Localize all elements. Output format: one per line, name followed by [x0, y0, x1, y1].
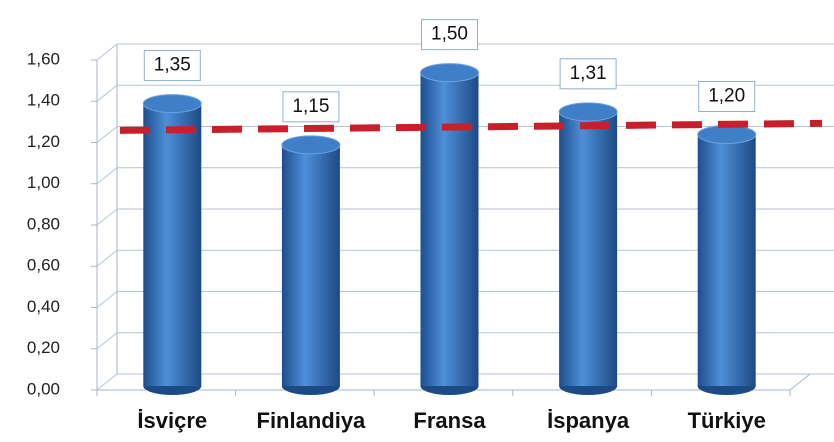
- x-tick-label: Türkiye: [688, 408, 766, 433]
- value-label-box: [698, 81, 756, 112]
- bar-top: [558, 102, 618, 122]
- bar-top: [142, 94, 202, 114]
- bar-body: [697, 134, 756, 386]
- x-tick-label: İsviçre: [137, 408, 207, 433]
- value-label: 1,15: [292, 96, 329, 117]
- bar-top: [281, 135, 341, 155]
- reference-line: [119, 119, 823, 134]
- value-label: 1,35: [154, 55, 191, 76]
- bar-body: [281, 144, 340, 386]
- y-tick-label: 1,40: [27, 91, 60, 110]
- bar: [142, 94, 202, 395]
- value-label-box: [559, 58, 617, 90]
- y-tick-label: 0,40: [27, 297, 60, 316]
- bar-body: [143, 103, 202, 386]
- y-tick-label: 1,20: [27, 132, 60, 151]
- value-label-box: [143, 50, 201, 82]
- bar-body: [559, 111, 618, 386]
- y-tick-label: 0,00: [27, 379, 60, 398]
- bar-top: [697, 125, 757, 144]
- x-tick-label: Finlandiya: [257, 408, 367, 433]
- bar-body: [420, 72, 479, 386]
- value-label-box: [421, 19, 478, 51]
- bar: [420, 63, 479, 395]
- y-tick-label: 1,00: [27, 173, 60, 192]
- y-tick-label: 1,60: [27, 49, 60, 68]
- value-label: 1,50: [431, 24, 468, 45]
- y-tick-label: 0,60: [27, 256, 60, 275]
- floor-side: [789, 373, 811, 391]
- bar: [281, 135, 341, 395]
- y-tick-label: 0,20: [27, 338, 60, 357]
- value-label: 1,31: [570, 63, 607, 84]
- bar: [697, 125, 757, 395]
- bar: [558, 102, 618, 395]
- y-tick-label: 0,80: [27, 214, 60, 233]
- value-label-box: [282, 91, 340, 123]
- value-label: 1,20: [708, 86, 745, 107]
- grid-line: [96, 43, 834, 61]
- bar-top: [420, 63, 479, 83]
- x-tick-label: İspanya: [547, 408, 630, 433]
- x-tick-label: Fransa: [413, 408, 486, 433]
